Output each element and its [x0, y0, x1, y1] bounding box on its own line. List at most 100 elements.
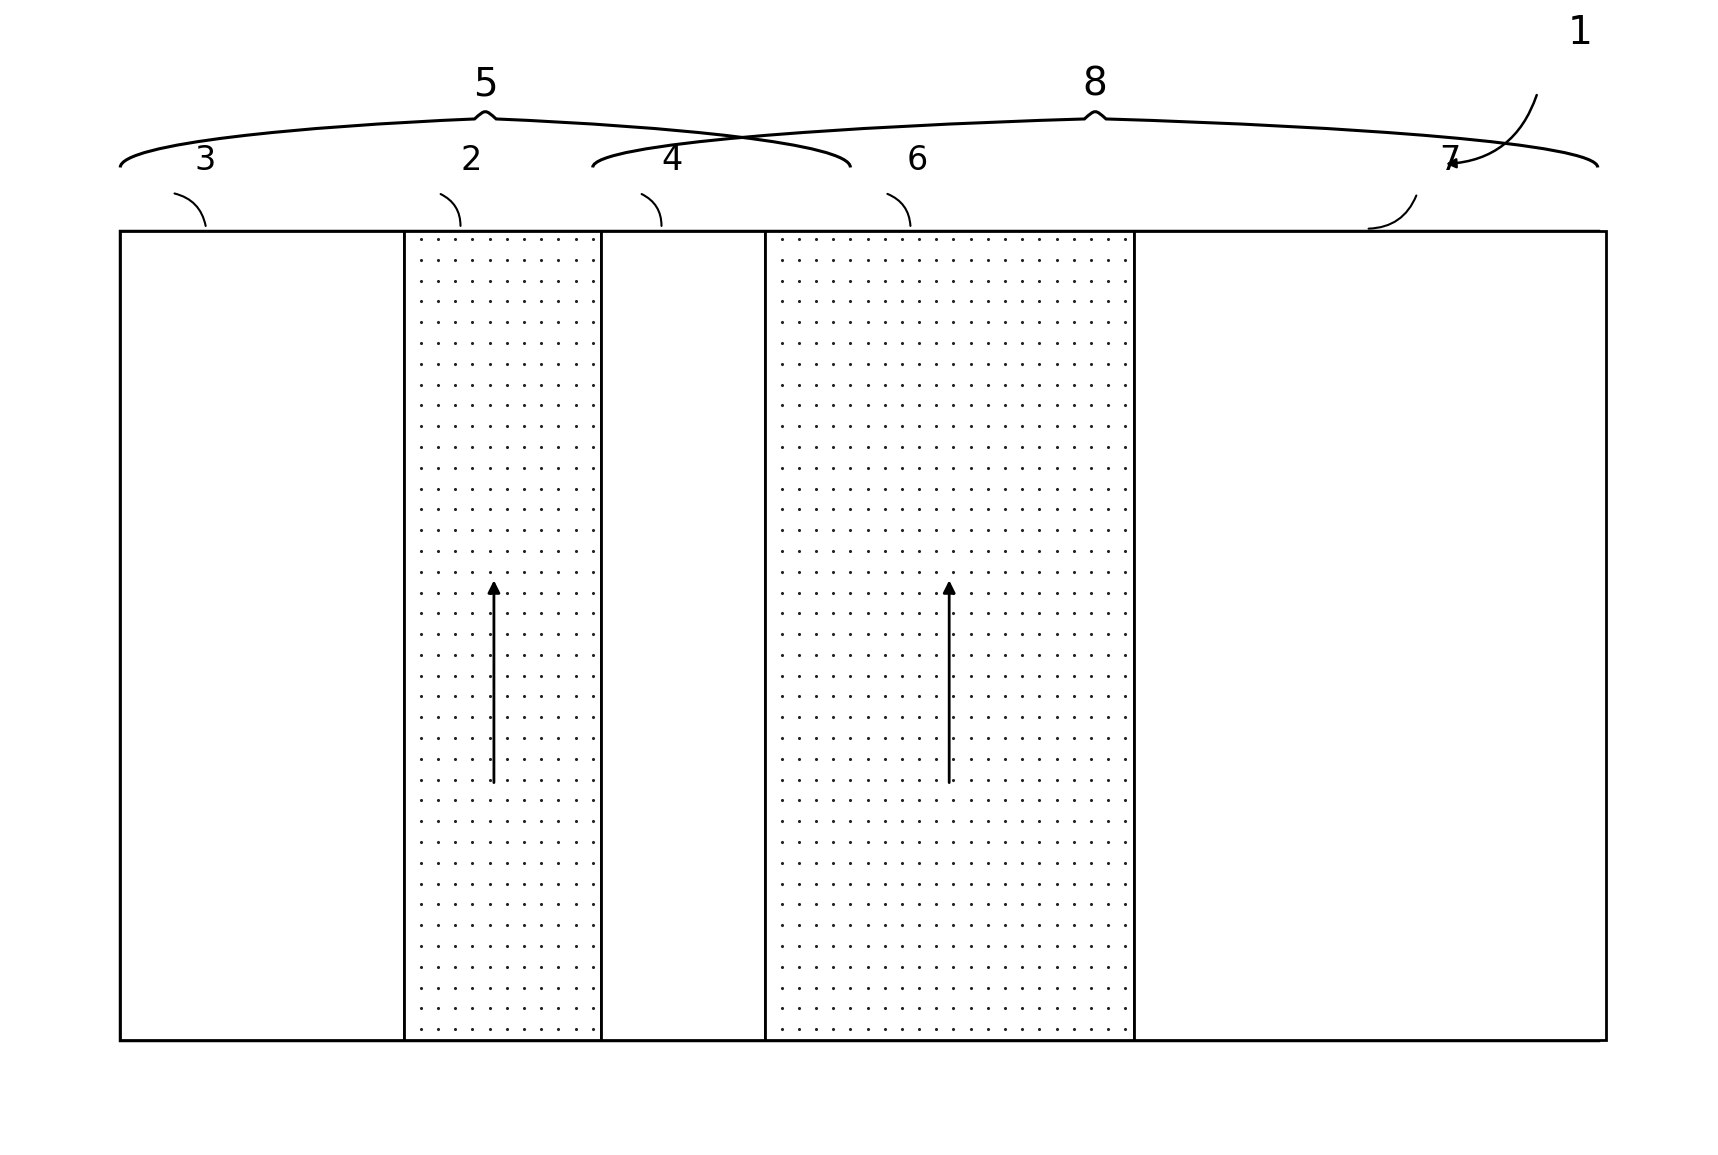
Point: [854, 999, 881, 1018]
Point: [562, 417, 589, 435]
Point: [957, 396, 984, 415]
Point: [991, 646, 1019, 664]
Point: [562, 230, 589, 248]
Point: [545, 313, 572, 331]
Point: [819, 937, 847, 955]
Point: [442, 334, 469, 352]
Point: [476, 479, 503, 498]
Point: [940, 1020, 967, 1038]
Point: [510, 251, 538, 269]
Point: [802, 916, 830, 934]
Point: [940, 916, 967, 934]
Point: [819, 334, 847, 352]
Point: [1043, 770, 1070, 789]
Point: [854, 604, 881, 623]
Point: [545, 833, 572, 851]
Point: [1077, 500, 1105, 519]
Point: [579, 334, 606, 352]
Point: [957, 292, 984, 311]
Point: [1026, 375, 1053, 394]
Point: [888, 770, 916, 789]
Point: [1077, 666, 1105, 685]
Point: [1026, 833, 1053, 851]
Point: [888, 916, 916, 934]
Point: [459, 937, 486, 955]
Point: [819, 1020, 847, 1038]
Point: [1112, 646, 1139, 664]
Point: [1026, 895, 1053, 914]
Point: [923, 604, 950, 623]
Point: [854, 833, 881, 851]
Point: [1043, 583, 1070, 602]
Point: [837, 750, 864, 768]
Point: [785, 874, 813, 893]
Point: [923, 687, 950, 706]
Point: [1060, 750, 1087, 768]
Point: [1060, 542, 1087, 560]
Point: [785, 687, 813, 706]
Point: [1094, 833, 1122, 851]
Point: [1026, 916, 1053, 934]
Point: [579, 1020, 606, 1038]
Point: [579, 292, 606, 311]
Point: [940, 542, 967, 560]
Point: [1026, 500, 1053, 519]
Point: [424, 750, 452, 768]
Point: [974, 937, 1002, 955]
Point: [562, 625, 589, 643]
Point: [957, 646, 984, 664]
Point: [1008, 583, 1036, 602]
Point: [476, 812, 503, 830]
Point: [905, 438, 933, 456]
Point: [1008, 417, 1036, 435]
Point: [785, 1020, 813, 1038]
Point: [819, 978, 847, 997]
Point: [974, 251, 1002, 269]
Point: [785, 271, 813, 290]
Point: [837, 1020, 864, 1038]
Point: [819, 251, 847, 269]
Point: [562, 355, 589, 373]
Point: [1112, 459, 1139, 477]
Point: [493, 292, 521, 311]
Point: [819, 625, 847, 643]
Point: [442, 375, 469, 394]
Point: [871, 500, 899, 519]
Point: [459, 292, 486, 311]
Point: [923, 1020, 950, 1038]
Point: [1112, 708, 1139, 726]
Point: [545, 396, 572, 415]
Point: [424, 978, 452, 997]
Point: [459, 812, 486, 830]
Point: [476, 542, 503, 560]
Point: [819, 770, 847, 789]
Point: [957, 666, 984, 685]
Point: [1043, 812, 1070, 830]
Point: [837, 625, 864, 643]
Point: [1077, 334, 1105, 352]
Point: [1077, 396, 1105, 415]
Point: [545, 812, 572, 830]
Point: [510, 271, 538, 290]
Point: [854, 646, 881, 664]
Point: [888, 812, 916, 830]
Point: [510, 604, 538, 623]
Point: [407, 770, 435, 789]
Point: [768, 999, 795, 1018]
Point: [923, 729, 950, 747]
Point: [768, 438, 795, 456]
Text: 2: 2: [460, 143, 481, 177]
Point: [493, 500, 521, 519]
Bar: [601, 231, 765, 1040]
Point: [1043, 459, 1070, 477]
Point: [545, 687, 572, 706]
Point: [1008, 708, 1036, 726]
Point: [871, 625, 899, 643]
Point: [991, 750, 1019, 768]
Point: [1112, 833, 1139, 851]
Point: [459, 916, 486, 934]
Point: [871, 937, 899, 955]
Point: [442, 542, 469, 560]
Point: [802, 750, 830, 768]
Point: [1112, 854, 1139, 872]
